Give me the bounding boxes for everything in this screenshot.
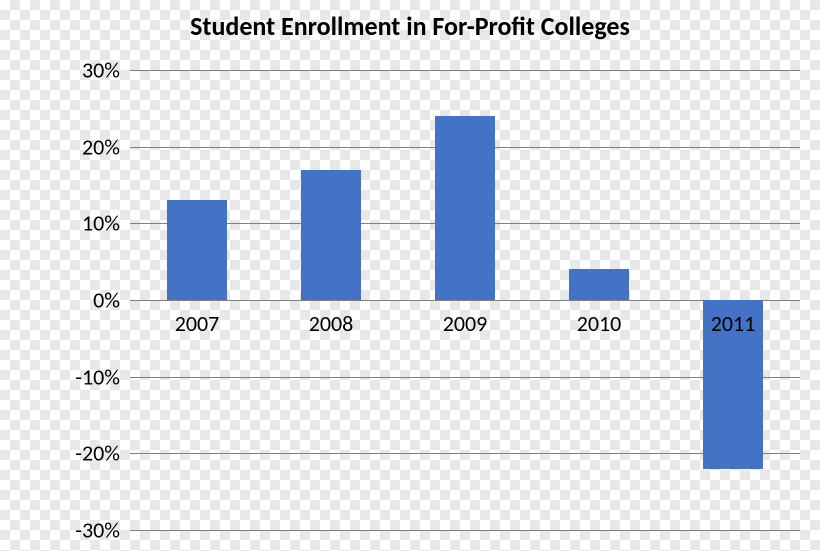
bar	[435, 116, 495, 300]
x-tick-label: 2010	[532, 310, 666, 337]
gridline	[130, 453, 800, 454]
gridline	[130, 530, 800, 531]
bar	[167, 200, 227, 300]
x-tick-label: 2009	[398, 310, 532, 337]
chart-title: Student Enrollment in For-Profit College…	[0, 10, 820, 42]
y-tick-label: -30%	[40, 517, 120, 544]
x-tick-label: 2008	[264, 310, 398, 337]
bar	[569, 269, 629, 300]
y-tick-label: 0%	[40, 287, 120, 314]
y-tick-label: -20%	[40, 440, 120, 467]
bar	[301, 170, 361, 300]
y-tick-label: 20%	[40, 133, 120, 160]
x-tick-label: 2011	[666, 310, 800, 337]
y-tick-label: 30%	[40, 57, 120, 84]
gridline	[130, 377, 800, 378]
plot-area: 30%20%10%0%-10%-20%-30%20072008200920102…	[130, 70, 800, 530]
gridline	[130, 70, 800, 71]
y-tick-label: -10%	[40, 363, 120, 390]
x-tick-label: 2007	[130, 310, 264, 337]
y-tick-label: 10%	[40, 210, 120, 237]
enrollment-bar-chart: Student Enrollment in For-Profit College…	[0, 0, 820, 551]
axis-baseline	[130, 300, 800, 301]
